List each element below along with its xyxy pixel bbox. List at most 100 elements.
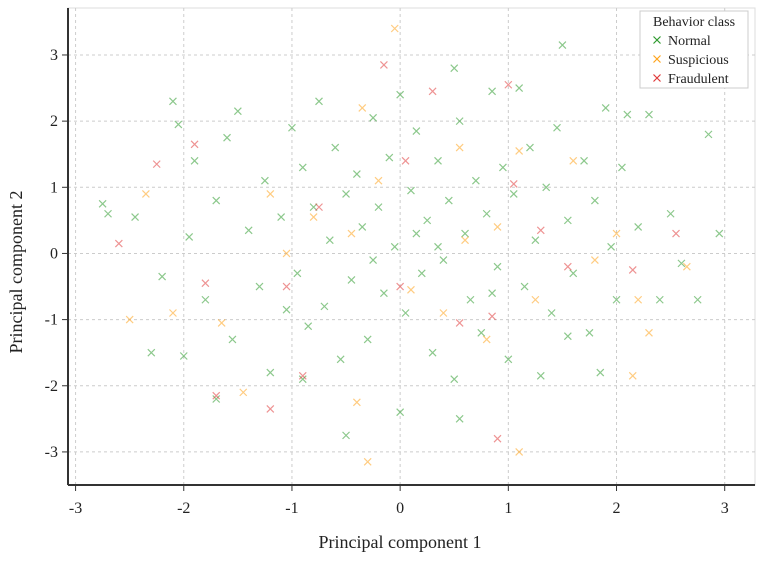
point: [233, 107, 242, 116]
point: [212, 395, 221, 403]
point: [488, 289, 497, 298]
point: [309, 213, 318, 221]
x-tick-label: 0: [396, 500, 404, 517]
point: [147, 348, 156, 357]
point: [585, 328, 594, 337]
point: [628, 266, 637, 274]
point: [131, 213, 140, 221]
point: [185, 232, 194, 241]
x-axis-label: Principal component 1: [319, 532, 482, 552]
point: [282, 305, 291, 314]
point: [515, 447, 524, 456]
point: [628, 371, 637, 380]
point: [493, 223, 502, 231]
point: [352, 170, 361, 178]
point: [266, 189, 275, 198]
point: [704, 130, 713, 139]
point: [325, 236, 334, 245]
point: [174, 120, 183, 129]
point: [358, 103, 367, 112]
point: [504, 80, 513, 89]
point: [379, 289, 388, 298]
point: [428, 348, 437, 357]
point: [98, 199, 107, 208]
point: [190, 140, 199, 149]
point: [369, 256, 378, 264]
point: [596, 368, 605, 377]
legend-label: Normal: [668, 34, 711, 49]
point: [293, 269, 302, 278]
point: [190, 156, 199, 165]
point: [401, 156, 410, 165]
point: [634, 223, 643, 231]
point: [228, 335, 237, 344]
point: [298, 375, 307, 384]
point: [450, 64, 459, 73]
point: [417, 269, 426, 278]
point: [223, 133, 231, 142]
point: [634, 295, 643, 304]
point: [298, 163, 307, 172]
y-tick-label: -1: [45, 312, 58, 329]
point: [569, 156, 578, 165]
point: [461, 236, 469, 245]
point: [677, 259, 686, 268]
point: [412, 229, 421, 238]
point: [439, 256, 448, 264]
y-tick-label: 2: [50, 113, 58, 130]
point: [212, 196, 221, 205]
point: [114, 239, 123, 248]
point: [601, 103, 610, 112]
point: [201, 295, 210, 304]
point: [169, 309, 177, 317]
point: [336, 355, 345, 364]
x-tick-label: -3: [69, 500, 82, 517]
point: [558, 41, 567, 49]
point: [612, 295, 621, 304]
point: [255, 282, 264, 291]
point: [217, 318, 226, 327]
point: [320, 302, 329, 311]
point: [212, 391, 221, 400]
point: [553, 123, 561, 132]
point: [104, 209, 112, 218]
point: [666, 209, 675, 218]
point: [266, 368, 275, 377]
point: [385, 153, 394, 162]
y-tick-label: 0: [50, 245, 58, 262]
point: [244, 226, 253, 235]
point: [298, 371, 307, 380]
point: [515, 84, 524, 92]
x-tick-label: 1: [504, 500, 512, 517]
point: [304, 322, 313, 331]
point: [407, 285, 415, 294]
legend-box: [639, 10, 749, 89]
legend-marker: [653, 55, 661, 63]
point: [315, 97, 323, 106]
point: [201, 279, 210, 288]
point: [141, 189, 150, 198]
point: [158, 272, 167, 281]
point: [655, 295, 664, 304]
point: [547, 309, 556, 317]
point: [531, 295, 540, 304]
point: [488, 87, 497, 96]
point: [352, 398, 361, 407]
point: [396, 408, 405, 417]
x-tick-label: -1: [285, 500, 298, 517]
point: [526, 143, 534, 152]
point: [260, 176, 269, 185]
point: [482, 335, 491, 344]
point: [331, 143, 340, 152]
point: [125, 315, 134, 324]
point: [715, 229, 724, 238]
point: [347, 229, 356, 238]
point: [488, 312, 497, 321]
point: [374, 203, 383, 212]
point: [536, 371, 545, 380]
point: [493, 434, 502, 443]
point: [618, 163, 626, 172]
legend-marker: [653, 36, 661, 44]
point: [379, 60, 388, 69]
point: [455, 143, 464, 152]
